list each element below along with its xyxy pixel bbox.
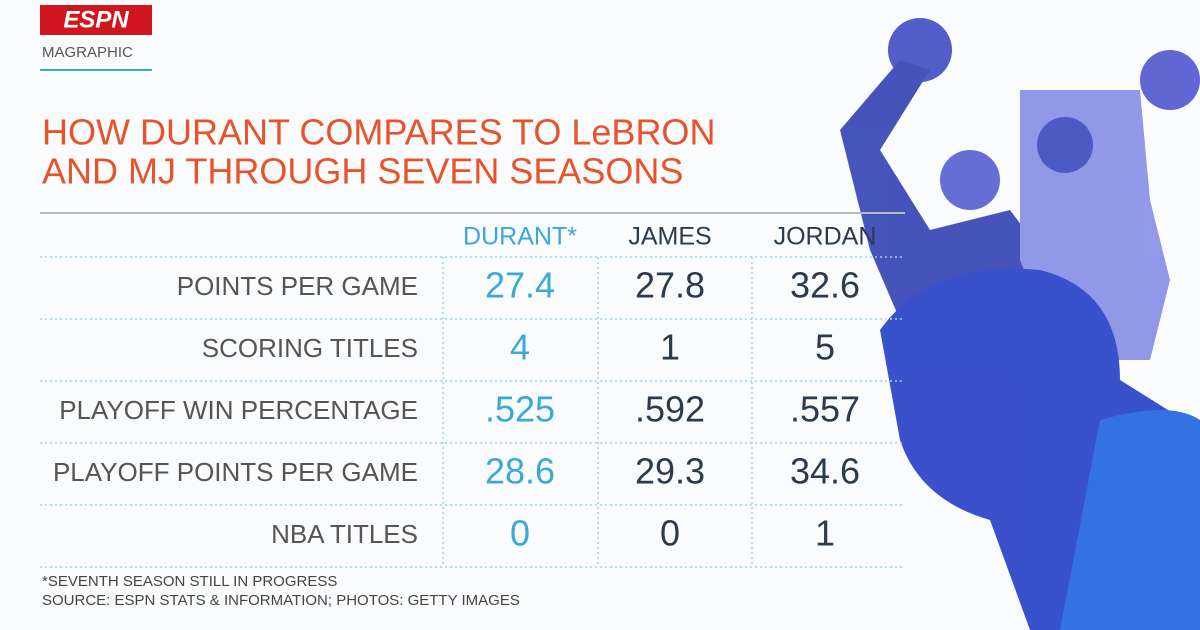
cell-value: .525: [485, 389, 555, 430]
footnote: *SEVENTH SEASON STILL IN PROGRESS: [42, 573, 337, 590]
cell-value: 0: [660, 513, 680, 554]
row-label: PLAYOFF POINTS PER GAME: [53, 457, 418, 487]
logo-box: [40, 5, 152, 35]
row-label: SCORING TITLES: [202, 333, 418, 363]
cell-value: 34.6: [790, 451, 860, 492]
cell-value: 4: [510, 327, 530, 368]
title-line: AND MJ THROUGH SEVEN SEASONS: [42, 151, 683, 192]
cell-value: .557: [790, 389, 860, 430]
logo: ESPN: [63, 6, 129, 33]
row-label: NBA TITLES: [271, 519, 418, 549]
column-header: DURANT*: [463, 223, 577, 251]
cell-value: 5: [815, 327, 835, 368]
column-header: JORDAN: [774, 223, 877, 251]
title-line: HOW DURANT COMPARES TO LeBRON: [42, 112, 715, 153]
cell-value: 1: [660, 327, 680, 368]
footnote: SOURCE: ESPN STATS & INFORMATION; PHOTOS…: [42, 592, 520, 609]
cell-value: 28.6: [485, 451, 555, 492]
row-label: PLAYOFF WIN PERCENTAGE: [59, 395, 418, 425]
cell-value: .592: [635, 389, 705, 430]
cell-value: 27.8: [635, 265, 705, 306]
row-label: POINTS PER GAME: [177, 271, 418, 301]
column-header: JAMES: [628, 223, 711, 251]
player-photos: [840, 18, 1200, 630]
cell-value: 0: [510, 513, 530, 554]
cell-value: 27.4: [485, 265, 555, 306]
cell-value: 1: [815, 513, 835, 554]
section-label: MAGRAPHIC: [42, 44, 133, 61]
cell-value: 32.6: [790, 265, 860, 306]
cell-value: 29.3: [635, 451, 705, 492]
